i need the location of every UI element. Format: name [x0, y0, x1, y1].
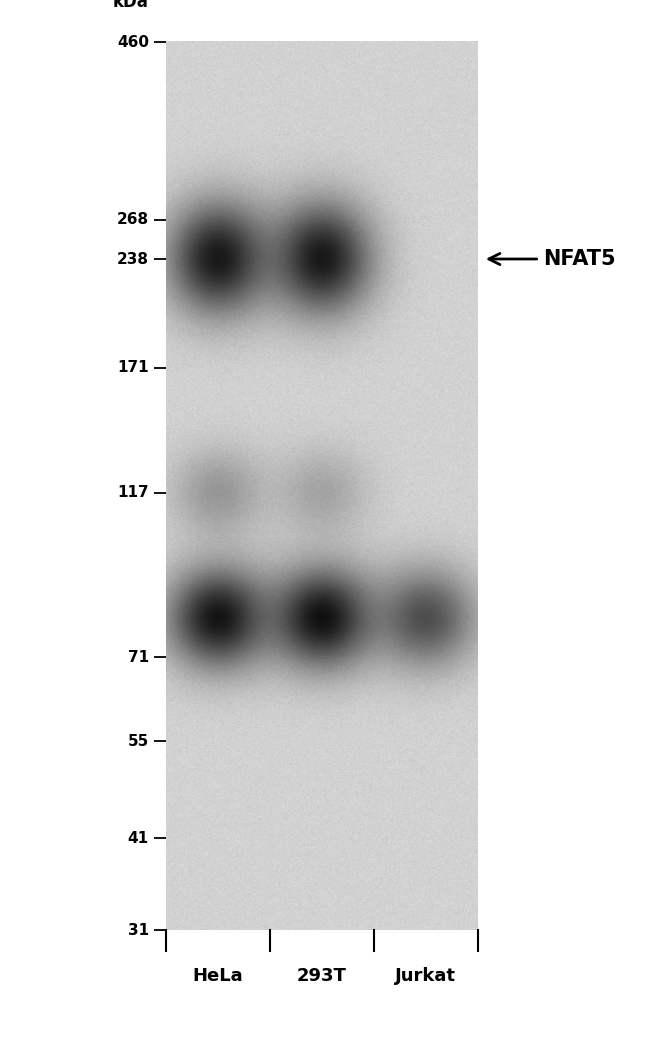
- Text: 268: 268: [117, 212, 149, 227]
- Text: 293T: 293T: [297, 967, 346, 985]
- Text: 460: 460: [117, 35, 149, 49]
- Text: kDa: kDa: [113, 0, 149, 12]
- Text: 71: 71: [127, 650, 149, 665]
- Text: 31: 31: [127, 923, 149, 937]
- Text: NFAT5: NFAT5: [543, 249, 616, 269]
- Text: Jurkat: Jurkat: [395, 967, 456, 985]
- Text: 117: 117: [117, 486, 149, 500]
- Text: 41: 41: [127, 830, 149, 846]
- Text: 171: 171: [117, 360, 149, 375]
- Text: 238: 238: [117, 251, 149, 267]
- Text: 55: 55: [127, 734, 149, 749]
- Text: HeLa: HeLa: [192, 967, 243, 985]
